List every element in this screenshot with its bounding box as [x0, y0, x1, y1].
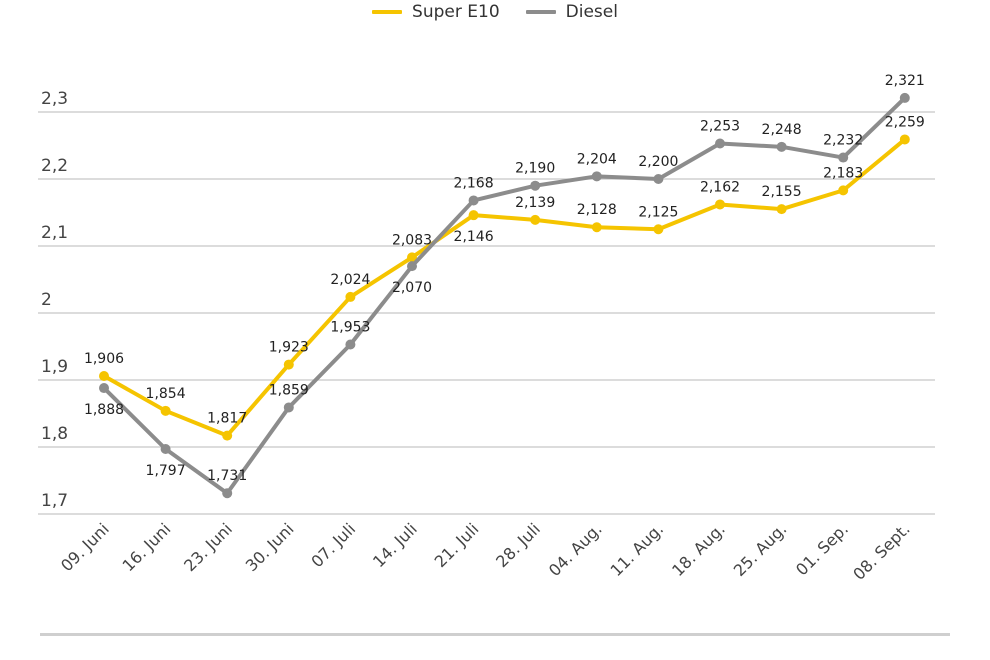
data-label: 2,128 — [577, 202, 617, 218]
data-point — [530, 180, 541, 191]
data-point — [653, 224, 664, 235]
data-point — [407, 261, 417, 272]
data-point — [715, 199, 725, 210]
x-tick-label: 01. Sep. — [792, 519, 852, 579]
data-label: 1,854 — [146, 386, 186, 402]
x-axis-labels: 09. Juni 16. Juni 23. Juni 30. Juni 07. Juli… — [57, 519, 914, 583]
data-point — [160, 444, 171, 455]
data-label: 2,083 — [392, 232, 432, 248]
data-point — [776, 204, 787, 215]
data-point — [345, 291, 356, 302]
series-diesel — [99, 92, 910, 499]
data-point — [345, 339, 356, 350]
data-point — [283, 359, 294, 370]
data-point — [591, 171, 602, 182]
data-point — [99, 383, 109, 394]
y-tick-label: 2,1 — [41, 223, 68, 243]
x-tick-label: 11. Aug. — [607, 519, 668, 580]
data-label: 2,162 — [700, 179, 740, 195]
data-label: 1,817 — [207, 411, 247, 427]
data-point — [283, 402, 294, 413]
data-point — [222, 488, 233, 499]
legend-swatch-super-e10 — [372, 10, 403, 14]
data-point — [838, 185, 849, 196]
data-label: 2,125 — [638, 204, 678, 220]
data-label: 2,253 — [700, 118, 740, 134]
data-label: 2,248 — [762, 122, 802, 138]
y-tick-label: 2 — [41, 290, 52, 310]
x-tick-label: 23. Juni — [180, 519, 236, 575]
data-labels-diesel: 1,888 1,797 1,731 1,859 1,953 2,070 2,168 2,190… — [84, 73, 925, 484]
data-point — [530, 214, 541, 225]
data-label: 2,190 — [515, 161, 555, 177]
x-tick-label: 30. Juni — [242, 519, 298, 575]
legend-item-diesel: Diesel — [525, 2, 618, 22]
legend-swatch-diesel — [525, 10, 556, 14]
data-point — [899, 134, 910, 145]
chart-legend: Super E10 Diesel — [0, 2, 990, 22]
data-label: 2,146 — [454, 229, 494, 245]
series-line — [102, 137, 907, 438]
data-point — [838, 152, 849, 163]
data-label: 2,139 — [515, 195, 555, 211]
series-super-e10 — [99, 134, 910, 441]
data-point — [653, 174, 664, 184]
x-tick-label: 14. Juli — [369, 519, 421, 571]
x-tick-label: 07. Juli — [307, 519, 359, 571]
y-tick-label: 2,3 — [41, 89, 68, 109]
data-point — [715, 138, 725, 149]
legend-label-super-e10: Super E10 — [412, 2, 500, 22]
data-point — [468, 195, 479, 206]
data-label: 1,731 — [207, 468, 247, 484]
data-label: 2,200 — [638, 154, 678, 170]
x-tick-label: 09. Juni — [57, 519, 113, 575]
y-tick-label: 1,9 — [41, 357, 68, 377]
y-gridlines: 1,7 1,8 1,9 2 2,1 2,2 2,3 — [38, 89, 935, 515]
data-point — [407, 252, 417, 263]
data-point — [160, 405, 171, 416]
data-label: 2,232 — [823, 133, 863, 149]
series-line — [102, 95, 907, 496]
data-label: 1,953 — [330, 319, 370, 335]
data-labels-super-e10: 1,906 1,854 1,817 1,923 2,024 2,083 2,146 2,139… — [84, 114, 925, 426]
y-tick-label: 1,7 — [41, 491, 68, 511]
data-point — [591, 222, 602, 233]
data-label: 1,906 — [84, 351, 124, 367]
footer-divider — [40, 633, 950, 636]
data-point — [776, 141, 787, 152]
data-label: 1,859 — [269, 382, 309, 398]
data-label: 2,183 — [823, 165, 863, 181]
x-tick-label: 18. Aug. — [668, 519, 729, 580]
data-label: 2,024 — [330, 272, 370, 288]
data-label: 2,321 — [885, 73, 925, 89]
x-tick-label: 25. Aug. — [730, 519, 791, 580]
data-label: 2,070 — [392, 280, 432, 296]
y-tick-label: 1,8 — [41, 424, 68, 444]
data-label: 2,155 — [762, 184, 802, 200]
data-point — [222, 430, 233, 441]
data-point — [99, 370, 109, 381]
x-tick-label: 28. Juli — [492, 519, 544, 571]
data-label: 2,259 — [885, 114, 925, 130]
legend-label-diesel: Diesel — [565, 2, 618, 22]
data-point — [899, 92, 910, 103]
data-label: 1,797 — [146, 463, 186, 479]
x-tick-label: 16. Juni — [119, 519, 175, 575]
data-label: 1,923 — [269, 340, 309, 356]
y-tick-label: 2,2 — [41, 156, 68, 176]
data-label: 1,888 — [84, 402, 124, 418]
data-label: 2,204 — [577, 151, 617, 167]
x-tick-label: 21. Juli — [431, 519, 483, 571]
data-point — [468, 210, 479, 221]
legend-item-super-e10: Super E10 — [372, 2, 500, 22]
x-tick-label: 08. Sept. — [849, 519, 913, 583]
x-tick-label: 04. Aug. — [545, 519, 606, 580]
data-label: 2,168 — [454, 175, 494, 191]
